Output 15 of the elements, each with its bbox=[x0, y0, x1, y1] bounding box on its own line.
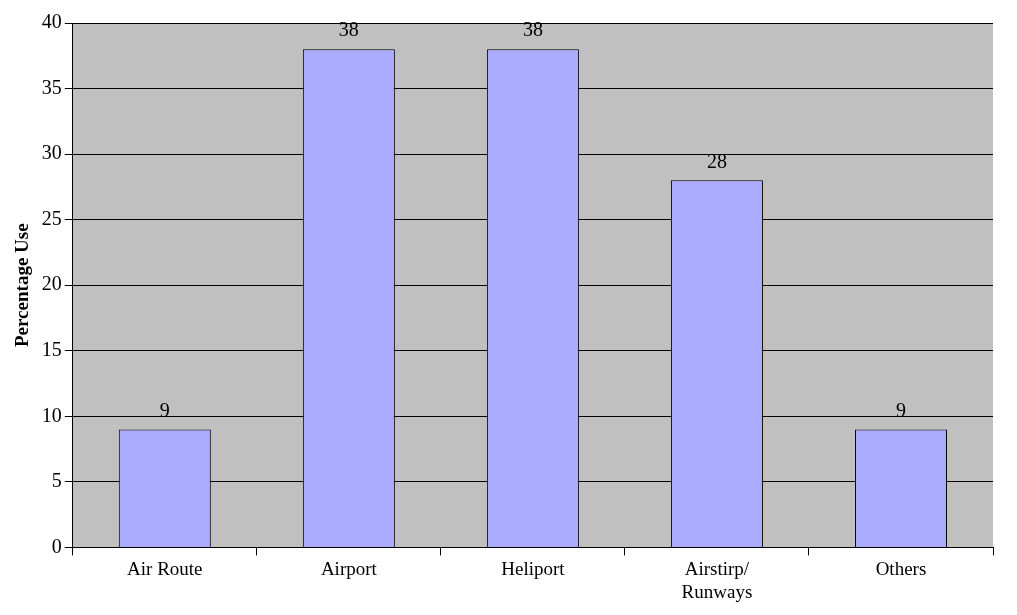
x-tick-label: Others bbox=[875, 557, 927, 579]
y-tick-label: 35 bbox=[41, 75, 62, 98]
y-tick-label: 10 bbox=[41, 403, 62, 426]
y-tick-label: 30 bbox=[41, 141, 62, 164]
y-axis-title: Percentage Use bbox=[11, 223, 33, 348]
y-tick-label: 40 bbox=[41, 10, 62, 33]
y-tick-label: 20 bbox=[41, 272, 62, 295]
x-tick-label: Heliport bbox=[501, 557, 566, 579]
x-tick-label: Air Route bbox=[127, 557, 203, 579]
y-tick-label: 5 bbox=[51, 469, 62, 492]
y-tick-label: 0 bbox=[51, 534, 62, 557]
y-tick-label: 15 bbox=[41, 338, 62, 360]
x-tick-label: Airstirp/ Runways bbox=[681, 557, 753, 602]
x-tick-label: Airport bbox=[320, 557, 378, 579]
y-tick-label: 25 bbox=[41, 206, 62, 229]
